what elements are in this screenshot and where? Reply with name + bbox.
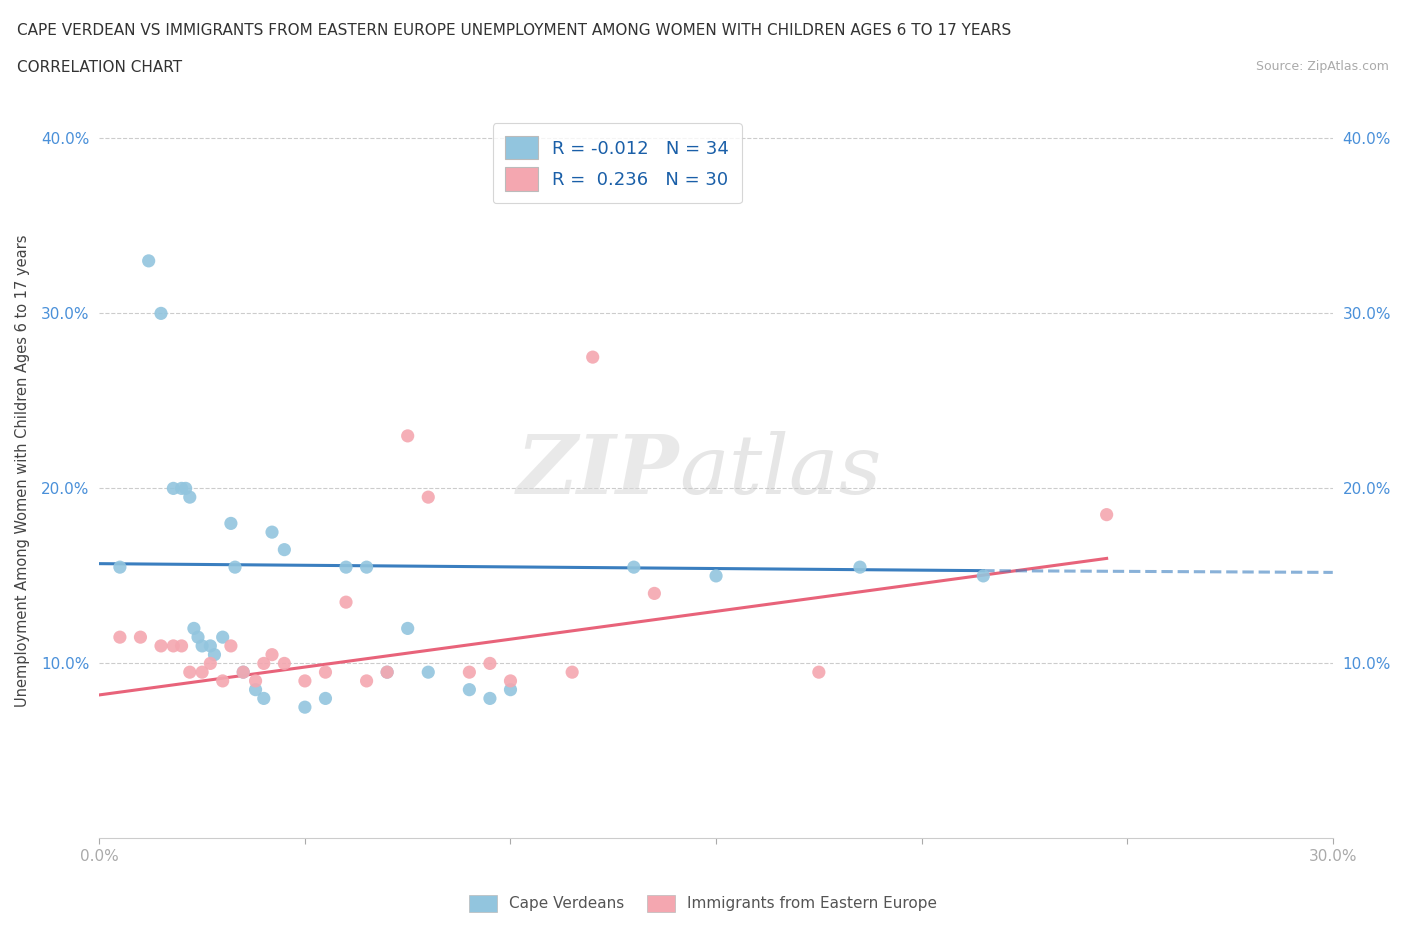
Point [219,639,242,654]
Point [478,656,501,671]
Point [582,350,605,365]
Text: ZIP: ZIP [516,431,679,511]
Point [224,560,246,575]
Text: CORRELATION CHART: CORRELATION CHART [17,60,181,75]
Y-axis label: Unemployment Among Women with Children Ages 6 to 17 years: Unemployment Among Women with Children A… [15,234,30,707]
Point [561,665,583,680]
Point [245,673,267,688]
Point [253,691,276,706]
Point [260,647,283,662]
Point [187,630,209,644]
Point [418,490,440,505]
Point [232,665,254,680]
Point [294,699,316,714]
Point [356,673,378,688]
Point [232,665,254,680]
Point [314,691,336,706]
Point [150,306,173,321]
Point [375,665,398,680]
Point [314,665,336,680]
Point [191,639,214,654]
Point [335,560,357,575]
Point [162,481,184,496]
Point [179,665,201,680]
Point [253,656,276,671]
Point [375,665,398,680]
Text: atlas: atlas [679,431,882,511]
Point [170,639,193,654]
Point [179,490,201,505]
Point [219,516,242,531]
Point [129,630,152,644]
Text: Source: ZipAtlas.com: Source: ZipAtlas.com [1256,60,1389,73]
Point [162,639,184,654]
Point [200,639,222,654]
Point [458,683,481,698]
Point [174,481,197,496]
Point [273,542,295,557]
Point [356,560,378,575]
Point [478,691,501,706]
Point [200,656,222,671]
Point [108,630,131,644]
Point [643,586,665,601]
Point [396,621,419,636]
Point [260,525,283,539]
Point [211,673,233,688]
Point [170,481,193,496]
Point [204,647,226,662]
Point [138,254,160,269]
Point [849,560,872,575]
Point [294,673,316,688]
Point [704,568,727,583]
Point [335,594,357,609]
Point [972,568,994,583]
Point [396,429,419,444]
Point [458,665,481,680]
Point [623,560,645,575]
Point [499,683,522,698]
Point [1095,507,1118,522]
Point [150,639,173,654]
Legend: R = -0.012   N = 34, R =  0.236   N = 30: R = -0.012 N = 34, R = 0.236 N = 30 [494,124,742,204]
Point [418,665,440,680]
Text: CAPE VERDEAN VS IMMIGRANTS FROM EASTERN EUROPE UNEMPLOYMENT AMONG WOMEN WITH CHI: CAPE VERDEAN VS IMMIGRANTS FROM EASTERN … [17,23,1011,38]
Point [273,656,295,671]
Point [211,630,233,644]
Point [245,683,267,698]
Point [108,560,131,575]
Point [499,673,522,688]
Point [191,665,214,680]
Point [807,665,830,680]
Point [183,621,205,636]
Legend: Cape Verdeans, Immigrants from Eastern Europe: Cape Verdeans, Immigrants from Eastern E… [463,889,943,918]
